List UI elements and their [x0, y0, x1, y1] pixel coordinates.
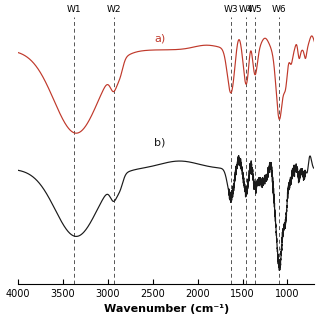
- X-axis label: Wavenumber (cm⁻¹): Wavenumber (cm⁻¹): [103, 304, 229, 315]
- Text: W5: W5: [248, 5, 262, 14]
- Text: W1: W1: [66, 5, 81, 14]
- Text: W3: W3: [224, 5, 238, 14]
- Text: W2: W2: [107, 5, 121, 14]
- Text: b): b): [154, 137, 166, 147]
- Text: W4: W4: [239, 5, 253, 14]
- Text: a): a): [154, 33, 165, 43]
- Text: W6: W6: [272, 5, 287, 14]
